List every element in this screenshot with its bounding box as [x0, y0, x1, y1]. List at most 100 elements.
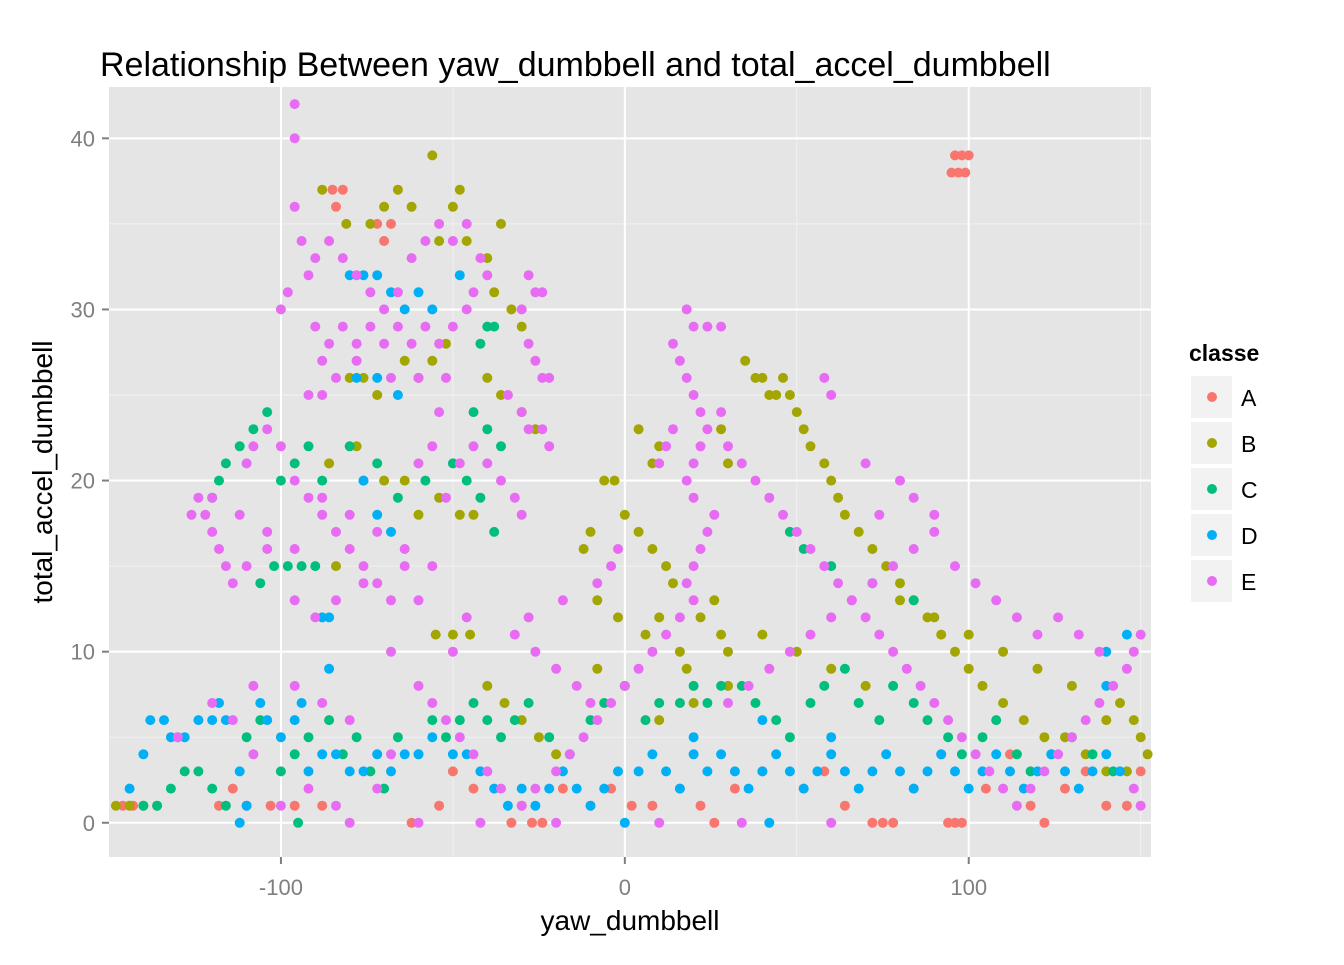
data-point	[379, 783, 390, 794]
data-point	[344, 715, 355, 726]
data-point	[179, 766, 190, 777]
data-point	[537, 287, 548, 298]
data-point	[571, 783, 582, 794]
data-point	[392, 732, 403, 743]
data-point	[1073, 629, 1084, 640]
data-point	[434, 492, 445, 503]
data-point	[506, 304, 517, 315]
data-point	[293, 817, 304, 828]
data-point	[1060, 766, 1070, 777]
data-point	[461, 475, 472, 486]
data-point	[874, 715, 885, 726]
data-point	[289, 544, 300, 554]
data-point	[255, 698, 266, 708]
data-point	[413, 287, 424, 298]
data-point	[963, 663, 974, 674]
data-point	[530, 287, 541, 298]
data-point	[860, 612, 871, 623]
data-point	[527, 817, 537, 828]
data-point	[317, 475, 328, 486]
data-point	[324, 715, 335, 726]
data-point	[516, 509, 527, 520]
data-point	[358, 475, 369, 486]
data-point	[929, 509, 940, 520]
data-point	[867, 766, 878, 777]
data-point	[647, 544, 658, 554]
data-point	[324, 663, 335, 674]
data-point	[805, 629, 816, 640]
data-point	[688, 749, 699, 760]
data-point	[784, 646, 795, 657]
data-point	[544, 441, 555, 452]
data-point	[723, 680, 733, 691]
data-point	[530, 783, 541, 794]
data-point	[764, 390, 775, 400]
data-point	[633, 424, 644, 435]
data-point	[1108, 680, 1119, 691]
data-point	[702, 766, 713, 777]
data-point	[613, 766, 623, 777]
data-point	[647, 646, 658, 657]
x-axis-label: yaw_dumbbell	[541, 905, 720, 936]
data-point	[124, 800, 135, 811]
data-point	[551, 663, 562, 674]
data-point	[757, 715, 768, 726]
data-point	[791, 407, 802, 418]
data-point	[207, 783, 218, 794]
y-tick-label: 40	[71, 126, 95, 151]
legend-item-E: E	[1189, 558, 1256, 604]
data-point	[282, 561, 293, 572]
data-point	[372, 390, 383, 400]
data-point	[716, 321, 727, 332]
data-point	[207, 715, 218, 726]
data-point	[420, 236, 431, 246]
data-point	[688, 390, 699, 400]
data-point	[289, 680, 300, 691]
data-point	[778, 372, 788, 383]
data-point	[668, 338, 678, 349]
data-point	[991, 749, 1002, 760]
data-point	[475, 817, 486, 828]
legend-marker	[1207, 438, 1217, 448]
data-point	[379, 236, 390, 246]
data-point	[434, 338, 445, 349]
data-point	[331, 595, 341, 606]
data-point	[255, 715, 266, 726]
data-point	[980, 783, 991, 794]
data-point	[337, 184, 348, 195]
data-point	[200, 509, 211, 520]
data-point	[461, 612, 472, 623]
data-point	[1121, 766, 1132, 777]
data-point	[592, 595, 603, 606]
data-point	[578, 732, 589, 743]
data-point	[193, 715, 204, 726]
data-point	[530, 355, 541, 366]
data-point	[454, 732, 465, 743]
x-tick-label: 0	[619, 875, 631, 900]
data-point	[234, 509, 245, 520]
data-point	[740, 355, 751, 366]
data-point	[496, 783, 506, 794]
data-point	[1135, 732, 1146, 743]
series-B	[110, 150, 1153, 811]
data-point	[750, 475, 761, 486]
data-point	[506, 817, 517, 828]
data-point	[839, 800, 850, 811]
data-point	[327, 184, 338, 195]
data-point	[551, 749, 562, 760]
data-point	[289, 475, 300, 486]
data-point	[867, 817, 878, 828]
data-point	[908, 492, 919, 503]
data-point	[1135, 629, 1146, 640]
data-point	[344, 270, 355, 281]
data-point	[688, 595, 699, 606]
data-point	[723, 698, 733, 708]
data-point	[310, 321, 321, 332]
data-point	[833, 578, 844, 589]
data-point	[702, 321, 713, 332]
data-point	[908, 783, 919, 794]
data-point	[138, 800, 149, 811]
data-point	[681, 475, 692, 486]
data-point	[430, 629, 441, 640]
